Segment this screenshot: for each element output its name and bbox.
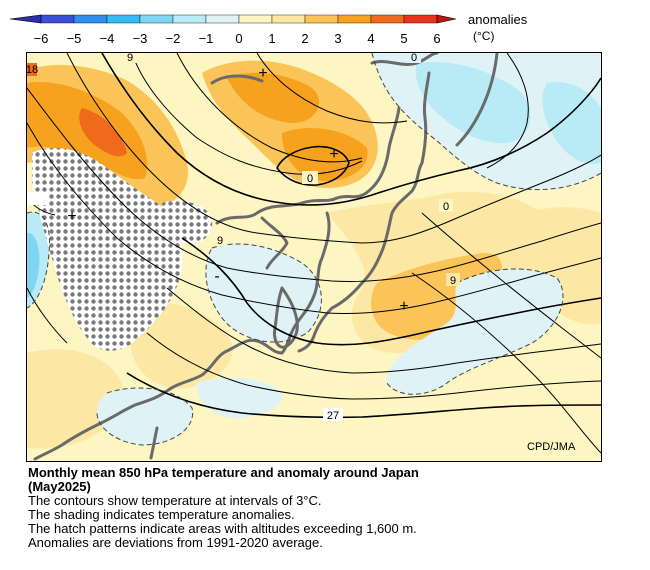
coast-bohai: [260, 216, 289, 270]
coast-korea: [273, 286, 299, 349]
contour-line: [27, 287, 68, 344]
contour-line: [101, 53, 601, 206]
caption-line: Anomalies are deviations from 1991-2020 …: [28, 535, 323, 550]
contour-label: 9: [127, 52, 133, 64]
contour-line: [256, 53, 408, 124]
colorbar-cell: [304, 14, 339, 24]
contour-line: [27, 87, 601, 283]
colorbar-cell: [370, 14, 405, 24]
contour-labels: 0 0 0 9 9 9 18 27: [26, 52, 460, 422]
warm-core-east: [371, 252, 502, 340]
colorbar-cell: [238, 14, 273, 24]
coast-taiwan: [149, 426, 159, 460]
colorbar-tick-label: 0: [235, 31, 242, 46]
coast-lake-baikal: [210, 74, 264, 85]
caption-line: The hatch patterns indicate areas with a…: [28, 521, 417, 536]
anomaly-zero-lines: [27, 53, 601, 446]
contour-label: 27: [327, 410, 339, 422]
zero-anomaly-line: [96, 387, 194, 446]
cool-area-south-1: [97, 388, 193, 445]
colorbar-cell: [106, 14, 141, 24]
colorbar-cell: [271, 14, 306, 24]
hatch-tibet: [32, 148, 183, 351]
plus-marker: +: [67, 208, 76, 225]
colorbar-tick-label: 1: [268, 31, 275, 46]
colorbar-right-arrow: [436, 14, 457, 24]
colorbar-tick-label: −6: [34, 31, 49, 46]
anomaly-colorbar: −6 −5 −4 −3 −2 −1 0 1 2 3 4 5 6: [9, 14, 457, 46]
contour-line: [126, 372, 601, 419]
contour-label: 0: [443, 201, 449, 213]
caption-line: The shading indicates temperature anomal…: [28, 507, 295, 522]
caption-title: Monthly mean 850 hPa temperature and ano…: [28, 465, 419, 480]
contour-line: [486, 53, 529, 169]
colorbar-tick-label: 5: [400, 31, 407, 46]
anomaly-map: 0 0 0 9 9 9 18 27 + + + + -: [26, 52, 602, 462]
cool-core-west: [27, 232, 40, 298]
contour-label: 9: [217, 235, 223, 247]
coast-japan: [297, 161, 424, 353]
legend-unit: (°C): [473, 29, 495, 43]
coastlines: [33, 53, 499, 461]
zero-anomaly-line: [386, 268, 564, 395]
cool-area-korea: [205, 243, 322, 343]
colorbar-cell: [337, 14, 372, 24]
temperature-contours: [27, 53, 601, 454]
contour-line: [131, 53, 363, 175]
caption-line: The contours show temperature at interva…: [28, 493, 322, 508]
colorbar-tick-label: −3: [133, 31, 148, 46]
plus-marker: +: [399, 298, 408, 315]
colorbar-tick-label: 4: [367, 31, 374, 46]
colorbar-cell: [73, 14, 108, 24]
cool-core-northeast: [415, 62, 531, 144]
colorbar-cell: [205, 14, 240, 24]
contour-label: 0: [307, 173, 313, 185]
warm-area-south: [128, 302, 233, 389]
colorbar-cell: [139, 14, 174, 24]
colorbar-tick-label: 6: [433, 31, 440, 46]
caption: Monthly mean 850 hPa temperature and ano…: [28, 466, 608, 550]
colorbar-cell: [403, 14, 438, 24]
colorbar-tick-label: −1: [199, 31, 214, 46]
contour-label: 9: [450, 275, 456, 287]
contour-line: [421, 212, 601, 359]
contour-line: [146, 332, 601, 400]
plus-marker: +: [329, 146, 338, 163]
zero-anomaly-line: [27, 211, 51, 309]
contour-label: 0: [411, 52, 417, 64]
colorbar-tick-label: −4: [100, 31, 115, 46]
colorbar-tick-label: 2: [301, 31, 308, 46]
contour-line: [176, 53, 363, 163]
colorbar-cell: [40, 14, 75, 24]
warm-core-west-inner: [79, 108, 127, 157]
contour-label: 18: [26, 64, 38, 76]
contour-line: [181, 237, 601, 346]
coast-mainland: [33, 106, 401, 461]
coast-sakhalin: [420, 71, 431, 165]
cool-area-pacific: [386, 268, 563, 395]
legend-title: anomalies: [468, 12, 528, 27]
plus-marker: +: [258, 65, 267, 82]
anomaly-signs: + + + + -: [67, 65, 408, 315]
zero-anomaly-line: [205, 243, 322, 343]
colorbar-tick-label: −2: [166, 31, 181, 46]
anomaly-shading: [27, 53, 601, 449]
caption-period: (May2025): [28, 479, 91, 494]
contour-line: [411, 272, 601, 454]
zero-anomaly-line: [371, 53, 601, 190]
coast-kamchatka: [455, 53, 499, 147]
contour-line: [166, 287, 601, 374]
colorbar-cell: [172, 14, 207, 24]
cool-area-northeast-2: [542, 82, 601, 164]
colorbar-left-arrow: [9, 14, 42, 24]
credit: CPD/JMA: [527, 441, 576, 453]
contour-line: [276, 145, 350, 186]
colorbar-tick-label: 3: [334, 31, 341, 46]
minus-marker: -: [214, 268, 219, 285]
colorbar-tick-label: −5: [67, 31, 82, 46]
warm-core-north: [227, 72, 320, 123]
contour-line: [27, 122, 601, 315]
contour-line: [66, 53, 601, 244]
